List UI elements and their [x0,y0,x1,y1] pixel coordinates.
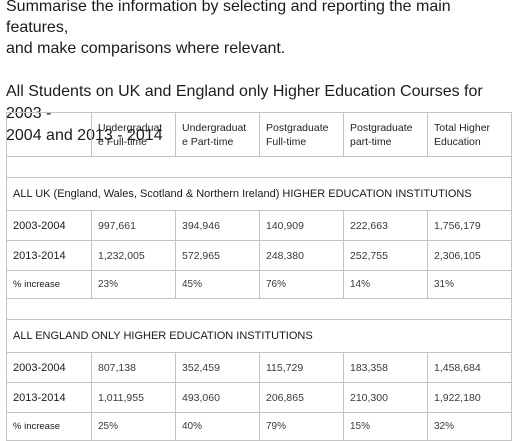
cell-value: 2,306,105 [427,240,512,271]
cell-value: 394,946 [175,210,260,241]
header-line: Postgraduate [350,121,413,134]
cell-value: 31% [427,270,512,299]
cell-value: 252,755 [343,240,428,271]
cell-value: 76% [259,270,344,299]
cell-value: 1,232,005 [91,240,176,271]
cell-value: 140,909 [259,210,344,241]
header-line: Undergraduat [182,121,247,134]
cell-value: 997,661 [91,210,176,241]
cell-value: 183,358 [343,352,428,383]
spacer-cell [6,156,512,178]
header-line: Education [434,135,481,148]
spacer-cell [6,298,512,320]
table-row: % increase 25% 40% 79% 15% 32% [6,412,512,441]
cell-value: 807,138 [91,352,176,383]
header-cell-empty [6,112,92,157]
table-row: 2013-2014 1,011,955 493,060 206,865 210,… [6,382,512,413]
row-label: 2013-2014 [6,240,92,271]
spacer-row [6,298,512,320]
table-row: 2003-2004 997,661 394,946 140,909 222,66… [6,210,512,241]
cell-value: 1,011,955 [91,382,176,413]
cell-value: 493,060 [175,382,260,413]
table-row: 2003-2004 807,138 352,459 115,729 183,35… [6,352,512,383]
table-row: % increase 23% 45% 76% 14% 31% [6,270,512,299]
cell-value: 572,965 [175,240,260,271]
row-label: 2003-2004 [6,210,92,241]
cell-value: 210,300 [343,382,428,413]
header-line: Postgraduate [266,121,329,134]
section-title: ALL ENGLAND ONLY HIGHER EDUCATION INSTIT… [6,319,512,353]
cell-value: 1,922,180 [427,382,512,413]
cell-value: 15% [343,412,428,441]
header-postgraduate-part-time: Postgraduate part-time [343,112,428,157]
header-undergraduate-full-time: Undergraduat e Full-time [91,112,176,157]
header-line: e Part-time [182,135,234,148]
cell-value: 248,380 [259,240,344,271]
cell-value: 32% [427,412,512,441]
table-header-row: Undergraduat e Full-time Undergraduat e … [6,112,512,157]
instructions-line-1: Summarise the information by selecting a… [6,0,451,36]
row-label: 2003-2004 [6,352,92,383]
header-postgraduate-full-time: Postgraduate Full-time [259,112,344,157]
spacer-row [6,156,512,178]
cell-value: 206,865 [259,382,344,413]
section-heading-row-england: ALL ENGLAND ONLY HIGHER EDUCATION INSTIT… [6,319,512,353]
student-numbers-table: Undergraduat e Full-time Undergraduat e … [6,112,512,441]
cell-value: 23% [91,270,176,299]
header-line: Total Higher [434,121,491,134]
cell-value: 1,458,684 [427,352,512,383]
header-undergraduate-part-time: Undergraduat e Part-time [175,112,260,157]
cell-value: 222,663 [343,210,428,241]
header-line: Undergraduat [98,121,163,134]
section-title: ALL UK (England, Wales, Scotland & North… [6,177,512,211]
cell-value: 352,459 [175,352,260,383]
cell-value: 115,729 [259,352,344,383]
row-label: % increase [6,270,92,299]
table-row: 2013-2014 1,232,005 572,965 248,380 252,… [6,240,512,271]
cell-value: 45% [175,270,260,299]
header-line: part-time [350,135,392,148]
cell-value: 79% [259,412,344,441]
section-heading-row-uk: ALL UK (England, Wales, Scotland & North… [6,177,512,211]
header-line: e Full-time [98,135,148,148]
cell-value: 25% [91,412,176,441]
instructions-line-2: and make comparisons where relevant. [6,40,286,57]
row-label: % increase [6,412,92,441]
task-instructions: Summarise the information by selecting a… [6,0,512,59]
cell-value: 1,756,179 [427,210,512,241]
header-line: Full-time [266,135,307,148]
cell-value: 14% [343,270,428,299]
row-label: 2013-2014 [6,382,92,413]
header-total-higher-education: Total Higher Education [427,112,512,157]
cell-value: 40% [175,412,260,441]
